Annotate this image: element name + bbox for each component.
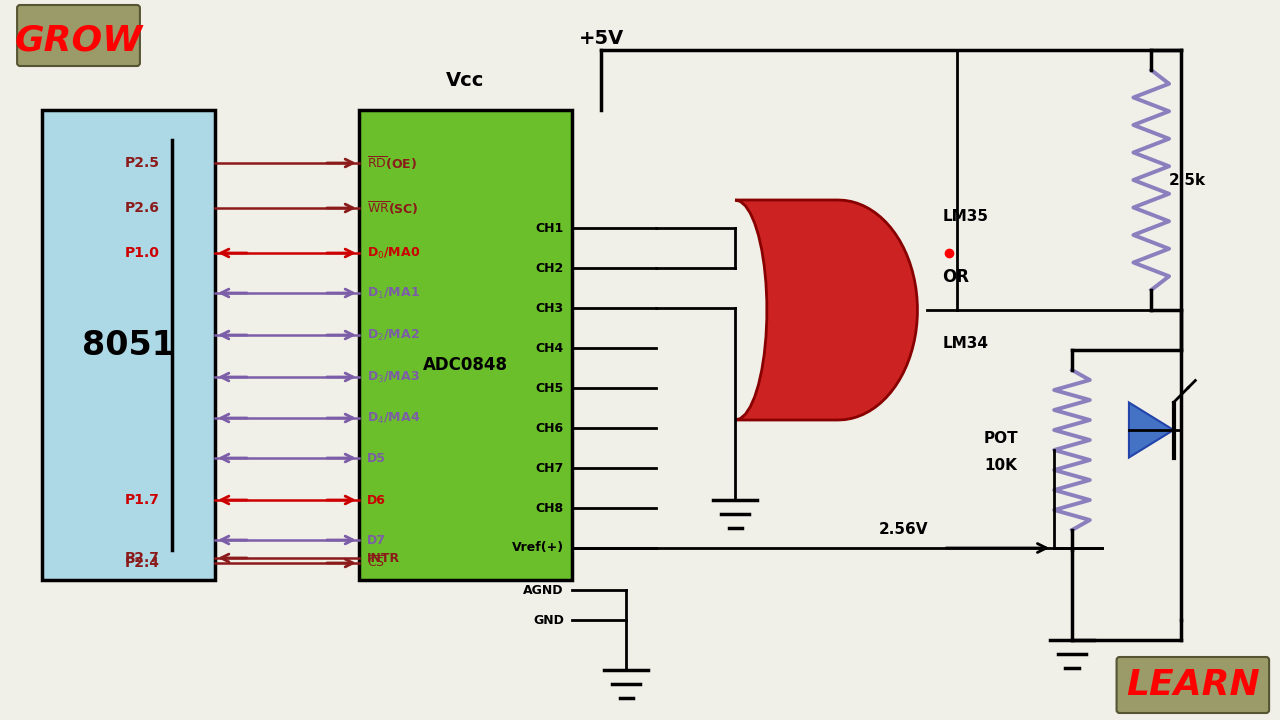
- Text: CH7: CH7: [535, 462, 564, 474]
- FancyBboxPatch shape: [17, 5, 140, 66]
- Text: D$_2$/MA2: D$_2$/MA2: [367, 328, 420, 343]
- Text: INTR: INTR: [367, 552, 399, 564]
- Text: D$_0$/MA0: D$_0$/MA0: [367, 246, 420, 261]
- Text: POT: POT: [983, 431, 1018, 446]
- Text: D7: D7: [367, 534, 385, 546]
- Text: CH6: CH6: [536, 421, 564, 434]
- Text: D$_3$/MA3: D$_3$/MA3: [367, 369, 420, 384]
- Bar: [358, 110, 572, 580]
- Text: ADC0848: ADC0848: [422, 356, 508, 374]
- Text: $\overline{\rm WR}$(SC): $\overline{\rm WR}$(SC): [367, 199, 419, 217]
- Text: LM34: LM34: [942, 336, 988, 351]
- Text: GND: GND: [532, 613, 564, 626]
- Text: D5: D5: [367, 451, 385, 464]
- Text: D6: D6: [367, 493, 385, 506]
- Text: OR: OR: [942, 268, 969, 286]
- Text: P2.4: P2.4: [125, 556, 160, 570]
- Text: 8051: 8051: [82, 328, 175, 361]
- Text: CH4: CH4: [535, 341, 564, 354]
- Text: GROW: GROW: [14, 23, 142, 57]
- Text: $\overline{\rm RD}$(OE): $\overline{\rm RD}$(OE): [367, 155, 417, 171]
- Text: P2.7: P2.7: [125, 551, 160, 565]
- Text: D$_1$/MA1: D$_1$/MA1: [367, 285, 420, 300]
- Text: CH8: CH8: [536, 502, 564, 515]
- Text: +5V: +5V: [579, 29, 625, 48]
- Text: P2.6: P2.6: [125, 201, 160, 215]
- Text: Vref(+): Vref(+): [512, 541, 564, 554]
- Bar: [42, 110, 215, 580]
- Text: CH5: CH5: [535, 382, 564, 395]
- Text: P1.7: P1.7: [125, 493, 160, 507]
- Text: 2.56V: 2.56V: [879, 523, 928, 538]
- Text: $\overline{\rm CS}$: $\overline{\rm CS}$: [367, 555, 385, 571]
- FancyBboxPatch shape: [1116, 657, 1268, 713]
- Text: CH2: CH2: [535, 261, 564, 274]
- Text: Vcc: Vcc: [447, 71, 485, 89]
- Polygon shape: [735, 200, 918, 420]
- Polygon shape: [1129, 402, 1174, 457]
- Text: LM35: LM35: [942, 209, 988, 224]
- Text: LEARN: LEARN: [1126, 668, 1260, 702]
- Text: CH3: CH3: [536, 302, 564, 315]
- Text: P2.5: P2.5: [125, 156, 160, 170]
- Text: 2.5k: 2.5k: [1169, 173, 1206, 187]
- Text: AGND: AGND: [524, 583, 564, 596]
- Text: P1.0: P1.0: [125, 246, 160, 260]
- Text: 10K: 10K: [984, 457, 1018, 472]
- Text: D$_4$/MA4: D$_4$/MA4: [367, 410, 420, 426]
- Text: CH1: CH1: [535, 222, 564, 235]
